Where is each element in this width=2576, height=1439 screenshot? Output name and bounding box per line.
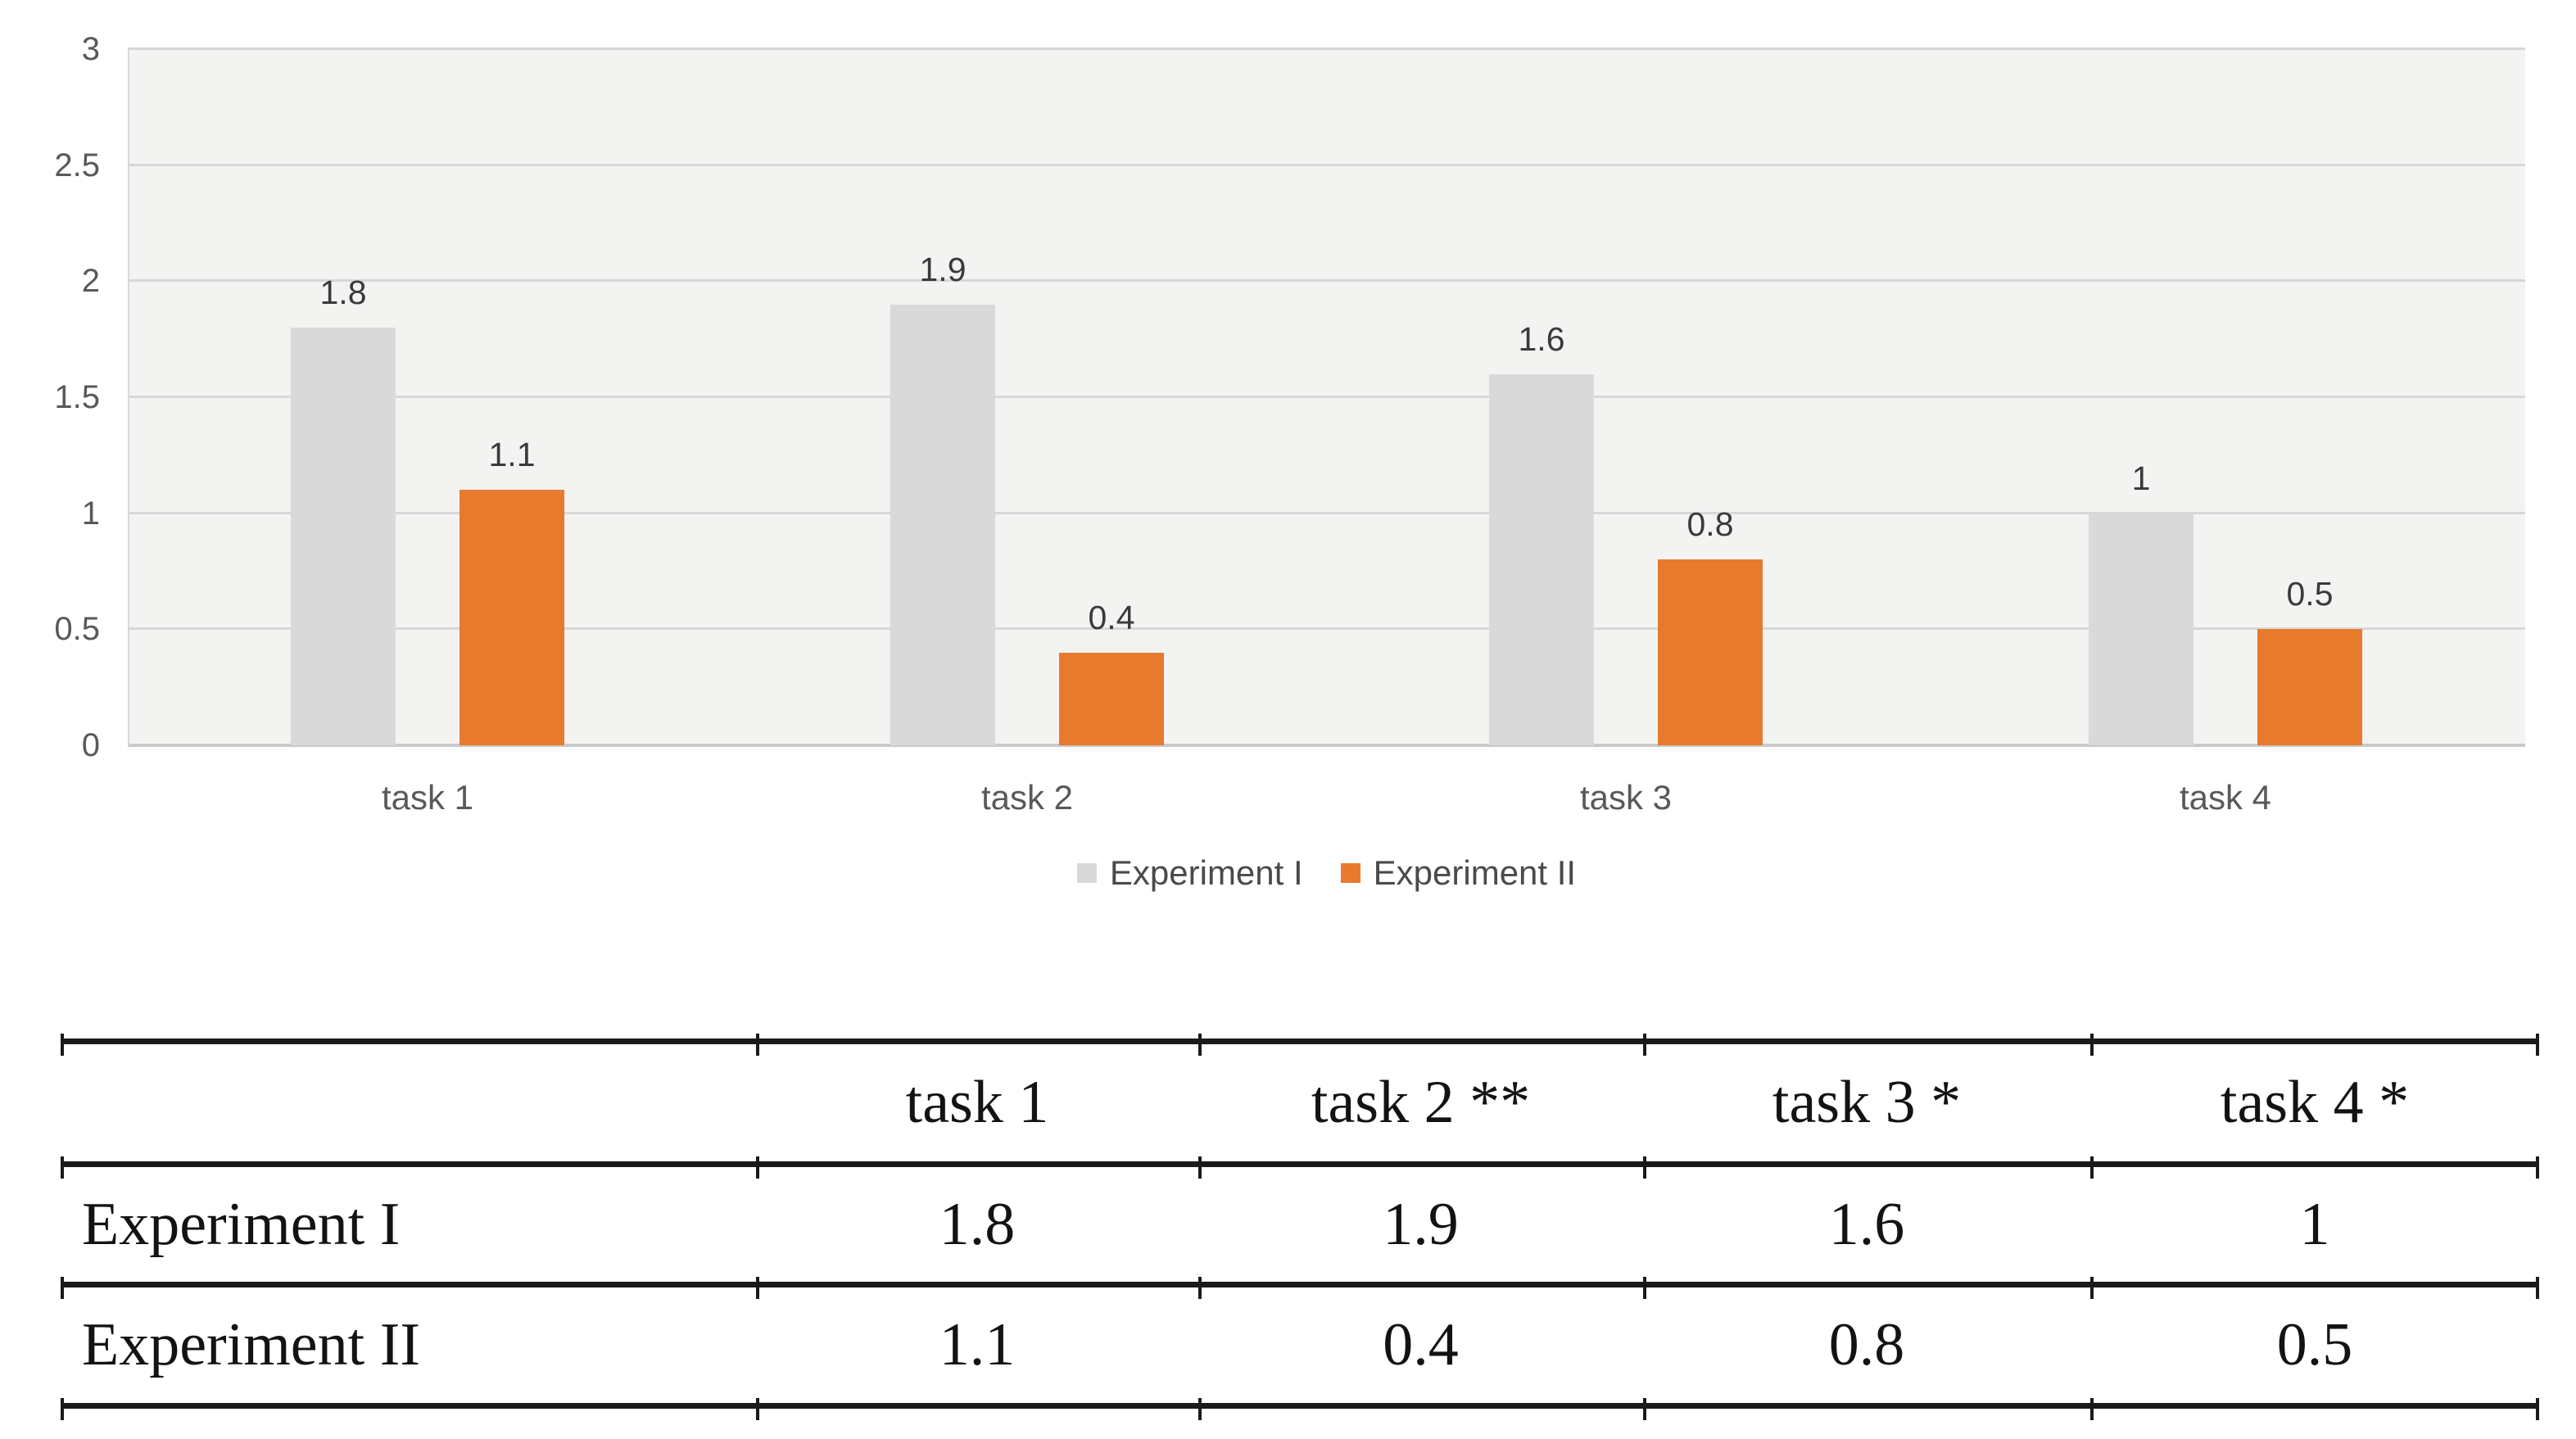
column-boundary-tick bbox=[61, 1034, 64, 1056]
table-rule bbox=[61, 1039, 2539, 1044]
category-label-task-1: task 1 bbox=[381, 778, 474, 817]
table-header-row: task 1 task 2 ** task 3 * task 4 * bbox=[61, 1044, 2539, 1161]
gridline bbox=[128, 627, 2525, 630]
column-boundary-tick bbox=[61, 1156, 64, 1179]
column-boundary-tick bbox=[2090, 1156, 2094, 1179]
bar-experiment-i-task-3 bbox=[1489, 374, 1594, 745]
column-boundary-tick bbox=[1643, 1277, 1646, 1299]
legend-item-experiment-i: Experiment I bbox=[1076, 852, 1303, 894]
legend-swatch-experiment-ii bbox=[1340, 863, 1360, 883]
data-label-experiment-i-task-3: 1.6 bbox=[1518, 320, 1565, 358]
bar-experiment-ii-task-4 bbox=[2257, 629, 2362, 745]
column-boundary-tick bbox=[2090, 1398, 2094, 1420]
value-cell-1: 1.8 bbox=[939, 1190, 1016, 1258]
column-boundary-tick bbox=[2536, 1398, 2539, 1420]
y-axis-tick-label: 1.5 bbox=[54, 379, 100, 415]
legend-item-experiment-ii: Experiment II bbox=[1340, 852, 1577, 894]
row-label: Experiment I bbox=[82, 1190, 401, 1258]
category-label-task-3: task 3 bbox=[1579, 778, 1673, 817]
data-label-experiment-ii-task-1: 1.1 bbox=[488, 436, 536, 473]
column-boundary-tick bbox=[756, 1034, 759, 1056]
gridline bbox=[128, 279, 2525, 282]
y-axis-tick-label: 1 bbox=[81, 496, 100, 532]
y-axis-tick-label: 3 bbox=[81, 31, 100, 67]
value-cell-4: 1 bbox=[2299, 1190, 2330, 1258]
column-boundary-tick bbox=[1198, 1034, 1202, 1056]
value-cell-3: 0.8 bbox=[1828, 1311, 1905, 1378]
gridline bbox=[128, 48, 2525, 50]
column-boundary-tick bbox=[756, 1156, 759, 1179]
value-cell-4: 0.5 bbox=[2276, 1311, 2353, 1378]
value-cell-2: 0.4 bbox=[1383, 1311, 1459, 1378]
chart-legend: Experiment I Experiment II bbox=[128, 850, 2525, 896]
legend-label: Experiment II bbox=[1373, 853, 1577, 892]
table-row-experiment-i: Experiment I 1.8 1.9 1.6 1 bbox=[61, 1167, 2539, 1282]
header-cell-4: task 4 * bbox=[2220, 1069, 2410, 1136]
data-label-experiment-i-task-1: 1.8 bbox=[319, 274, 367, 311]
value-cell-1: 1.1 bbox=[939, 1311, 1016, 1378]
value-cell-3: 1.6 bbox=[1828, 1190, 1905, 1258]
bar-experiment-i-task-2 bbox=[890, 305, 995, 745]
column-boundary-tick bbox=[1643, 1034, 1646, 1056]
column-boundary-tick bbox=[1198, 1156, 1202, 1179]
column-boundary-tick bbox=[756, 1277, 759, 1299]
bar-experiment-ii-task-3 bbox=[1658, 559, 1763, 745]
column-boundary-tick bbox=[1643, 1156, 1646, 1179]
column-boundary-tick bbox=[2536, 1277, 2539, 1299]
header-cell-1: task 1 bbox=[905, 1069, 1049, 1136]
column-boundary-tick bbox=[2090, 1277, 2094, 1299]
column-boundary-tick bbox=[1643, 1398, 1646, 1420]
bar-experiment-ii-task-1 bbox=[460, 490, 564, 745]
category-label-task-4: task 4 bbox=[2179, 778, 2272, 817]
table-rule bbox=[61, 1282, 2539, 1287]
column-boundary-tick bbox=[2090, 1034, 2094, 1056]
column-boundary-tick bbox=[1198, 1277, 1202, 1299]
gridline bbox=[128, 744, 2525, 747]
column-boundary-tick bbox=[2536, 1156, 2539, 1179]
y-axis-tick-label: 2.5 bbox=[54, 147, 100, 183]
table-rule bbox=[61, 1161, 2539, 1167]
bar-chart: 0 0.5 1 1.5 2 2.5 3 1.8 1.1 task 1 1.9 0.4 task 2 1.6… bbox=[54, 31, 2525, 817]
value-cell-2: 1.9 bbox=[1383, 1190, 1459, 1258]
category-label-task-2: task 2 bbox=[980, 778, 1074, 817]
y-axis-tick-label: 2 bbox=[81, 263, 100, 299]
gridline bbox=[128, 396, 2525, 398]
y-axis-line bbox=[128, 49, 129, 745]
bar-experiment-i-task-4 bbox=[2089, 514, 2193, 745]
table-rule bbox=[61, 1403, 2539, 1409]
data-label-experiment-i-task-2: 1.9 bbox=[919, 251, 967, 288]
bar-experiment-i-task-1 bbox=[291, 328, 396, 745]
data-label-experiment-ii-task-4: 0.5 bbox=[2286, 575, 2334, 613]
header-cell-2: task 2 ** bbox=[1311, 1069, 1531, 1136]
legend-swatch-experiment-i bbox=[1076, 863, 1097, 883]
data-label-experiment-i-task-4: 1 bbox=[2131, 459, 2151, 497]
data-label-experiment-ii-task-2: 0.4 bbox=[1088, 599, 1135, 636]
column-boundary-tick bbox=[61, 1398, 64, 1420]
row-label: Experiment II bbox=[82, 1311, 420, 1378]
y-axis-tick-label: 0 bbox=[81, 727, 100, 763]
table-row-experiment-ii: Experiment II 1.1 0.4 0.8 0.5 bbox=[61, 1287, 2539, 1403]
column-boundary-tick bbox=[2536, 1034, 2539, 1056]
bar-experiment-ii-task-2 bbox=[1059, 653, 1164, 745]
data-label-experiment-ii-task-3: 0.8 bbox=[1686, 505, 1734, 543]
legend-label: Experiment I bbox=[1109, 853, 1303, 892]
results-table: task 1 task 2 ** task 3 * task 4 * Experimen… bbox=[61, 1034, 2539, 1420]
gridline bbox=[128, 512, 2525, 514]
gridline bbox=[128, 164, 2525, 166]
y-axis-tick-label: 0.5 bbox=[54, 611, 100, 647]
header-cell-3: task 3 * bbox=[1772, 1069, 1962, 1136]
column-boundary-tick bbox=[1198, 1398, 1202, 1420]
column-boundary-tick bbox=[61, 1277, 64, 1299]
column-boundary-tick bbox=[756, 1398, 759, 1420]
